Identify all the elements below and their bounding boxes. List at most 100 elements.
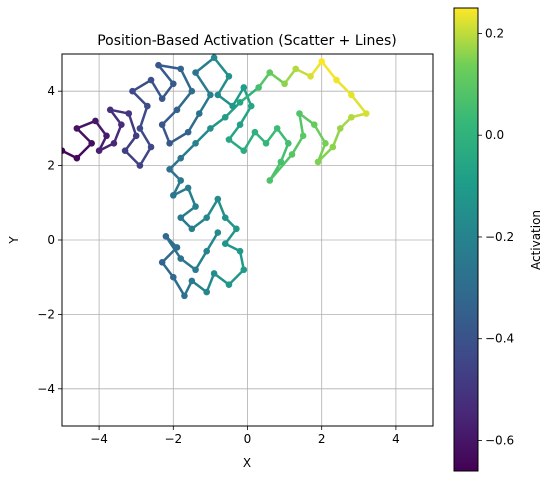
colorbar-ticks: −0.6 −0.4 −0.2 0.0 0.2 xyxy=(478,26,514,447)
y-tick-label: 2 xyxy=(47,159,55,173)
trajectory-segment xyxy=(186,112,201,134)
data-point xyxy=(322,139,329,147)
trajectory-segment xyxy=(164,235,182,260)
trajectory-segment xyxy=(335,78,353,97)
data-point xyxy=(236,247,244,255)
trajectory-segment xyxy=(242,130,257,152)
data-point xyxy=(210,54,218,62)
data-point xyxy=(177,177,185,184)
y-axis-label: Y xyxy=(7,236,21,245)
trajectory-segment xyxy=(194,56,216,74)
colorbar-label: Activation xyxy=(529,210,543,270)
trajectory-segment xyxy=(350,93,368,115)
y-tick-label: 4 xyxy=(47,84,55,98)
trajectory-segment xyxy=(123,149,142,167)
data-point xyxy=(192,69,199,76)
data-point xyxy=(225,281,233,288)
x-tick-label: −2 xyxy=(164,432,182,446)
data-point xyxy=(236,99,244,106)
trajectory-segment xyxy=(205,231,220,253)
data-point xyxy=(62,147,66,155)
trajectory-segment xyxy=(268,153,294,182)
trajectory-segment xyxy=(157,63,182,71)
data-point xyxy=(188,87,196,95)
trajectory-segment xyxy=(149,78,164,100)
trajectory-segment xyxy=(168,130,190,145)
data-point xyxy=(132,132,140,140)
data-point xyxy=(144,102,151,110)
trajectory-segment xyxy=(131,78,153,93)
x-tick-label: 2 xyxy=(318,432,326,446)
data-point xyxy=(162,232,170,240)
data-point xyxy=(333,76,340,84)
x-tick-label: 0 xyxy=(244,432,252,446)
data-point xyxy=(221,240,229,248)
data-point xyxy=(195,110,203,117)
data-point xyxy=(266,177,274,184)
data-point xyxy=(129,87,136,95)
data-point xyxy=(177,214,185,221)
trajectory-segment xyxy=(194,71,212,97)
trajectory-segment xyxy=(216,197,227,219)
colorbar-tick-label: 0.0 xyxy=(485,128,504,142)
data-point xyxy=(281,80,288,88)
data-point xyxy=(73,125,81,132)
trajectory-points xyxy=(62,54,370,300)
data-point xyxy=(251,128,259,136)
data-point xyxy=(181,292,188,300)
trajectory-segment xyxy=(223,101,242,119)
chart-title: Position-Based Activation (Scatter + Lin… xyxy=(97,33,397,49)
trajectory-segment xyxy=(316,142,327,164)
data-point xyxy=(307,73,314,80)
data-point xyxy=(266,69,274,76)
trajectory-segment xyxy=(112,123,123,145)
x-axis-label: X xyxy=(243,456,251,470)
trajectory-segment xyxy=(205,197,220,219)
data-point xyxy=(158,95,166,102)
data-point xyxy=(329,143,337,151)
data-point xyxy=(225,136,233,143)
x-axis-ticks: −4 −2 0 2 4 xyxy=(90,426,400,446)
data-point xyxy=(121,147,129,155)
trajectory-segment xyxy=(194,127,212,145)
data-point xyxy=(110,139,118,147)
trajectory-segment xyxy=(320,60,338,82)
data-point xyxy=(184,184,192,192)
y-tick-label: −2 xyxy=(37,307,55,321)
y-tick-label: −4 xyxy=(37,382,55,396)
data-point xyxy=(103,132,110,140)
data-point xyxy=(310,121,318,128)
data-point xyxy=(88,139,95,147)
data-point xyxy=(177,154,185,162)
data-point xyxy=(203,247,210,255)
trajectory-segment xyxy=(179,67,194,93)
data-point xyxy=(299,132,307,140)
x-tick-label: −4 xyxy=(90,432,108,446)
data-point xyxy=(348,91,355,99)
data-point xyxy=(170,80,177,88)
data-point xyxy=(221,113,229,121)
trajectory-segment xyxy=(205,272,216,294)
trajectory-lines xyxy=(62,56,368,298)
data-point xyxy=(225,73,233,80)
data-point xyxy=(292,65,300,73)
data-point xyxy=(348,113,355,121)
data-point xyxy=(247,102,255,110)
trajectory-segment xyxy=(212,56,231,78)
colorbar xyxy=(453,7,479,472)
data-point xyxy=(118,121,125,128)
colorbar-tick-label: −0.6 xyxy=(485,433,514,447)
trajectory-segment xyxy=(331,127,342,149)
trajectory-segment xyxy=(313,123,327,145)
trajectory-segment xyxy=(138,104,149,130)
data-point xyxy=(240,147,248,155)
trajectory-segment xyxy=(127,112,138,138)
trajectory-segment xyxy=(160,108,179,126)
data-point xyxy=(147,76,155,84)
trajectory-segment xyxy=(75,127,93,145)
data-point xyxy=(136,162,144,169)
trajectory-segment xyxy=(227,268,246,286)
data-point xyxy=(155,61,162,69)
trajectory-segment xyxy=(231,86,246,108)
